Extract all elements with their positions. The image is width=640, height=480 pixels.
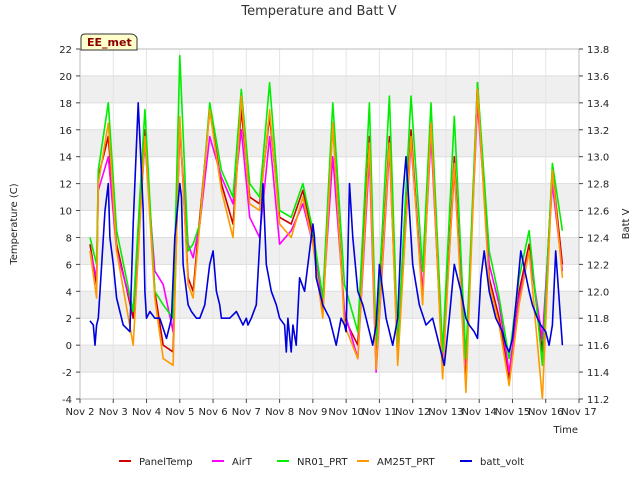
y-left-tick-label: -4	[62, 395, 72, 406]
x-tick-label: Nov 13	[428, 407, 463, 418]
legend-label: NR01_PRT	[297, 457, 348, 468]
site-badge: EE_met	[80, 33, 138, 51]
legend-label: batt_volt	[480, 457, 524, 468]
legend-item: PanelTemp	[119, 457, 193, 468]
legend-item: batt_volt	[460, 457, 524, 468]
legend-item: AirT	[212, 457, 253, 468]
series-layer	[89, 54, 564, 400]
legend-label: AM25T_PRT	[377, 457, 436, 468]
y-right-tick-label: 12.6	[587, 207, 609, 218]
y-axis-left-ticks: -4 -2 0 2 4 6 8 10 12 14 16 18 20 22	[59, 45, 80, 406]
x-tick-label: Nov 16	[528, 407, 563, 418]
series-line-am25t-prt	[89, 88, 564, 400]
y-right-tick-label: 13.6	[587, 72, 609, 83]
y-axis-right-ticks: 11.2 11.4 11.6 11.8 12.0 12.2 12.4 12.6 12.8 13.0…	[579, 45, 609, 406]
x-tick-label: Nov 5	[165, 407, 194, 418]
y-left-tick-label: 8	[66, 233, 72, 244]
x-tick-label: Nov 14	[461, 407, 496, 418]
x-tick-label: Nov 2	[65, 407, 94, 418]
y-left-tick-label: 16	[59, 126, 72, 137]
legend-label: AirT	[232, 457, 253, 468]
y-right-tick-label: 13.4	[587, 99, 609, 110]
y-right-tick-label: 12.0	[587, 287, 609, 298]
y-left-tick-label: 22	[59, 45, 72, 56]
plot-frame	[79, 48, 580, 400]
legend-item: AM25T_PRT	[357, 457, 436, 468]
legend-item: NR01_PRT	[277, 457, 348, 468]
series-line-batt-volt	[89, 102, 564, 367]
y-right-tick-label: 11.4	[587, 368, 609, 379]
site-badge-box	[80, 33, 138, 51]
y-left-tick-label: 14	[59, 153, 72, 164]
y-left-tick-label: 6	[66, 260, 72, 271]
y-left-tick-label: 0	[66, 341, 72, 352]
x-tick-label: Nov 12	[395, 407, 430, 418]
y-right-tick-label: 11.8	[587, 314, 609, 325]
y-right-tick-label: 11.6	[587, 341, 609, 352]
background-band	[80, 75, 579, 103]
y-right-tick-label: 13.0	[587, 153, 609, 164]
y-axis-left-label: Temperature (C)	[9, 183, 20, 265]
x-axis-ticks: Nov 2 Nov 3 Nov 4 Nov 5 Nov 6 Nov 7 Nov 8 Nov 9…	[65, 399, 597, 418]
y-right-tick-label: 12.8	[587, 180, 609, 191]
x-tick-label: Nov 8	[265, 407, 294, 418]
site-badge-label: EE_met	[87, 36, 132, 49]
y-right-tick-label: 12.4	[587, 233, 609, 244]
x-tick-label: Nov 3	[99, 407, 128, 418]
legend-label: PanelTemp	[139, 457, 193, 468]
x-tick-label: Nov 10	[328, 407, 363, 418]
x-axis-label: Time	[553, 425, 578, 436]
y-axis-right-label: Batt V	[621, 208, 632, 239]
y-right-tick-label: 11.2	[587, 395, 609, 406]
x-tick-label: Nov 6	[199, 407, 228, 418]
y-left-tick-label: 2	[66, 314, 72, 325]
legend: PanelTemp AirT NR01_PRT AM25T_PRT batt_volt	[119, 457, 524, 468]
y-left-tick-label: 4	[66, 287, 72, 298]
y-left-tick-label: 12	[59, 180, 72, 191]
y-left-tick-label: 20	[59, 72, 72, 83]
y-right-tick-label: 13.8	[587, 45, 609, 56]
background-band	[80, 237, 579, 265]
x-tick-label: Nov 7	[232, 407, 261, 418]
y-right-tick-label: 13.2	[587, 126, 609, 137]
y-left-tick-label: 10	[59, 207, 72, 218]
y-right-tick-label: 12.2	[587, 260, 609, 271]
y-left-tick-label: 18	[59, 99, 72, 110]
x-tick-label: Nov 9	[298, 407, 327, 418]
x-tick-label: Nov 4	[132, 407, 161, 418]
y-left-tick-label: -2	[62, 368, 72, 379]
x-tick-label: Nov 15	[495, 407, 530, 418]
chart-title: Temperature and Batt V	[240, 4, 396, 19]
x-tick-label: Nov 11	[362, 407, 397, 418]
x-tick-label: Nov 17	[561, 407, 596, 418]
